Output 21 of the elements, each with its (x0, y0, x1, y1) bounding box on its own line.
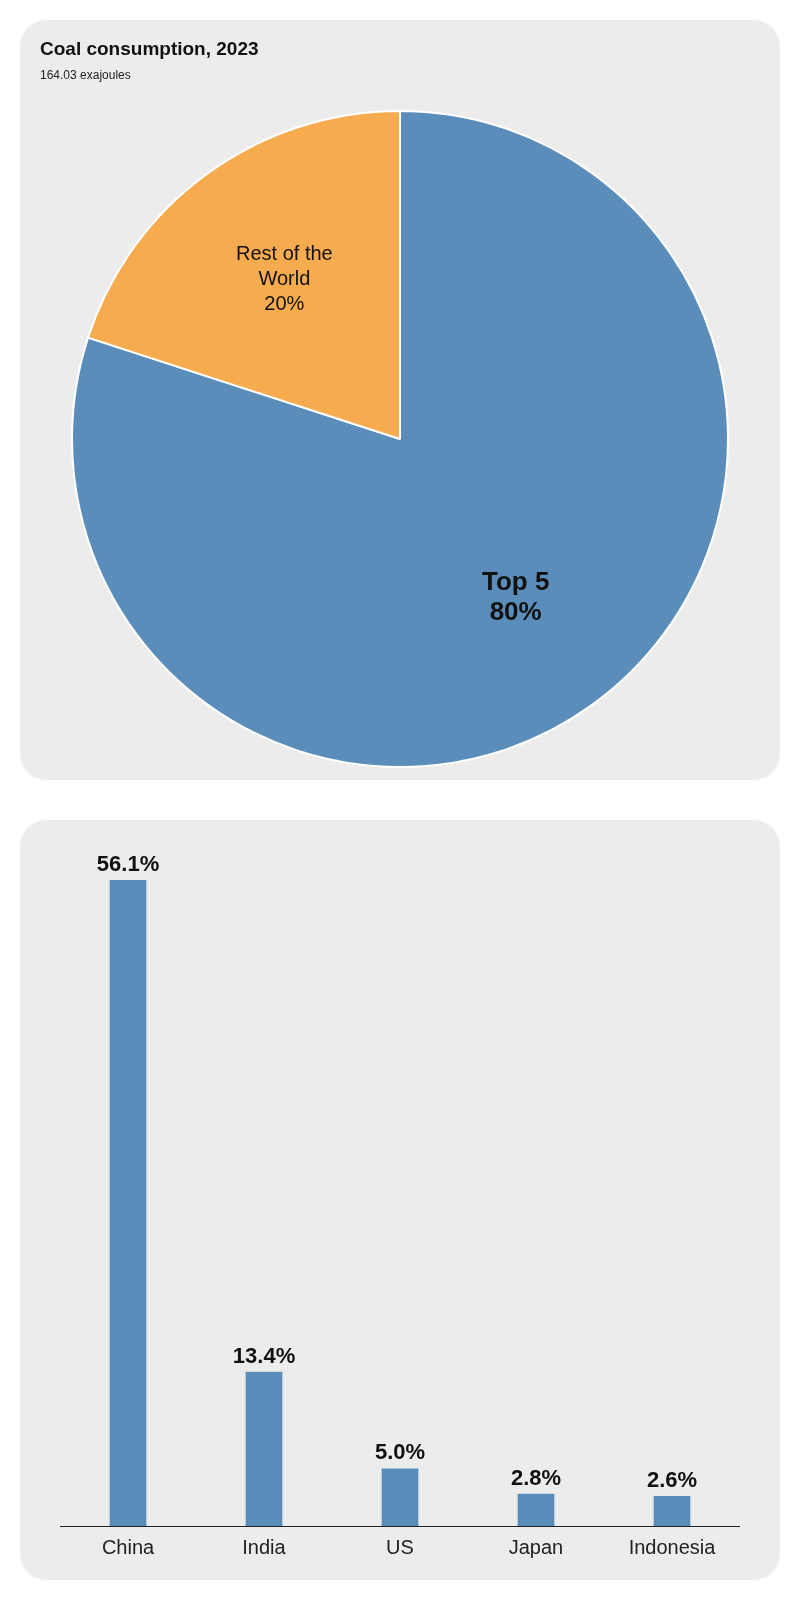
data-label: 56.1% (96, 851, 160, 877)
x-tick-label: China (101, 1535, 155, 1558)
chart-title: Coal consumption, 2023 (40, 38, 259, 60)
data-label: 80% (489, 596, 542, 627)
x-tick-label: Japan (508, 1535, 564, 1558)
bar (109, 880, 147, 1526)
bar (245, 1371, 283, 1526)
bar (381, 1468, 419, 1526)
chart-subtitle: 164.03 exajoules (40, 68, 131, 82)
bar (517, 1493, 555, 1526)
x-tick-label: US (386, 1535, 414, 1558)
data-label: 13.4% (232, 1342, 296, 1368)
x-tick-label: Indonesia (628, 1535, 717, 1558)
data-label: 2.6% (646, 1467, 698, 1493)
x-tick-label: India (242, 1535, 287, 1558)
data-label: 5.0% (374, 1439, 426, 1465)
slice-label: Rest of the World (235, 242, 333, 290)
data-label: 20% (264, 292, 305, 315)
slice-label: Top 5 (481, 566, 550, 597)
bar (653, 1496, 691, 1526)
data-label: 2.8% (510, 1464, 562, 1490)
